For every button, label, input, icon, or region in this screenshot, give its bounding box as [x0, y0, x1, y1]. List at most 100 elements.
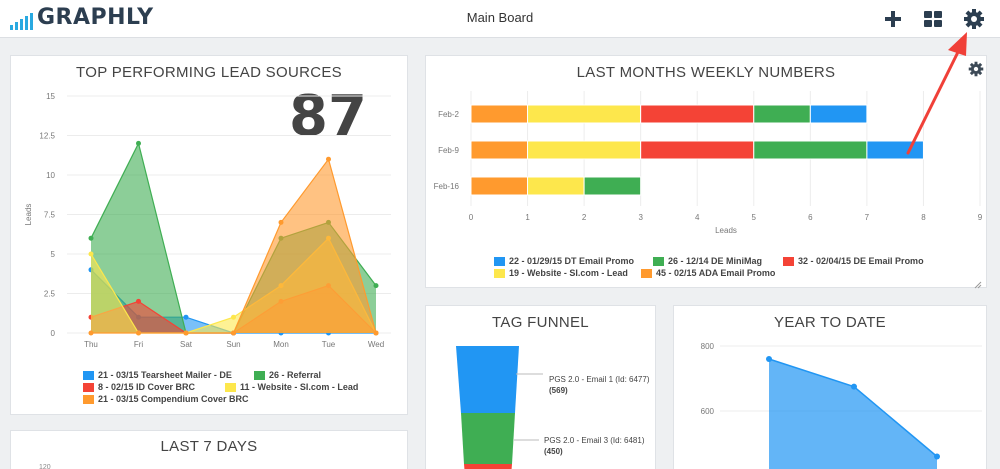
x-tick-label: Fri — [134, 340, 144, 349]
x-tick-label: Wed — [368, 340, 384, 349]
data-point — [183, 314, 189, 320]
bar-segment — [583, 176, 642, 196]
data-point — [136, 140, 141, 146]
panel-gear-icon[interactable] — [968, 61, 984, 77]
x-tick-label: Mon — [273, 340, 289, 349]
data-point — [88, 235, 94, 241]
y-tick-label: 10 — [46, 171, 55, 180]
y-tick-label: 600 — [701, 407, 715, 416]
top-bar: GRAPHLY Main Board — [0, 0, 1000, 38]
year-to-date-chart: 800 600 — [701, 342, 982, 469]
panel-title: YEAR TO DATE — [774, 314, 886, 331]
logo-text: GRAPHLY — [37, 5, 154, 30]
legend-swatch — [83, 382, 94, 392]
last-7-days-panel: LAST 7 DAYS 120 — [10, 430, 408, 469]
x-tick-label: 0 — [469, 213, 474, 222]
funnel-stage-label: PGS 2.0 - Email 1 (Id: 6477) — [549, 375, 650, 384]
legend-label: 8 - 02/15 ID Cover BRC — [98, 382, 196, 392]
y-tick-label: 12.5 — [39, 132, 55, 141]
grid-icon[interactable] — [922, 8, 944, 30]
legend-swatch — [783, 256, 794, 266]
weekly-numbers-chart: 0 1 2 3 4 5 6 7 8 9 Leads Feb-2 Feb-9 Feb-16 — [434, 91, 983, 235]
funnel-chart — [456, 346, 543, 469]
y-tick-label: Feb-2 — [438, 110, 459, 119]
panel-title: TAG FUNNEL — [492, 314, 589, 331]
legend-item[interactable]: 32 - 02/04/15 DE Email Promo — [783, 256, 924, 266]
x-tick-label: Thu — [84, 340, 98, 349]
data-point — [136, 330, 141, 336]
plus-icon[interactable] — [882, 8, 904, 30]
legend-label: 26 - 12/14 DE MiniMag — [668, 256, 763, 266]
logo[interactable]: GRAPHLY — [10, 6, 154, 30]
y-tick-label: 15 — [46, 92, 55, 101]
data-point — [326, 156, 331, 162]
legend-label: 26 - Referral — [269, 370, 322, 380]
lead-sources-legend: 21 - 03/15 Tearsheet Mailer - DE 26 - Ref… — [11, 56, 409, 416]
funnel-label-1: PGS 2.0 - Email 1 (Id: 6477) (569) — [549, 375, 650, 395]
resize-handle-icon[interactable] — [974, 276, 982, 289]
data-point — [88, 251, 94, 257]
ytd-area — [769, 359, 937, 469]
funnel-stage-label: PGS 2.0 - Email 3 (Id: 6481) — [544, 436, 645, 445]
legend-item[interactable]: 21 - 03/15 Tearsheet Mailer - DE — [83, 370, 232, 380]
board-title: Main Board — [466, 10, 534, 25]
panel-title: LAST 7 DAYS — [160, 438, 258, 455]
legend-swatch — [653, 256, 664, 266]
series-area-5 — [91, 159, 376, 333]
x-tick-label: 5 — [752, 213, 757, 222]
data-point — [136, 298, 141, 304]
x-tick-label: 3 — [638, 213, 643, 222]
funnel-stage-3[interactable] — [464, 464, 512, 469]
legend-item[interactable]: 45 - 02/15 ADA Email Promo — [641, 268, 775, 278]
data-point — [373, 283, 379, 289]
funnel-stage-2[interactable] — [461, 413, 515, 464]
data-point — [934, 453, 940, 460]
legend-item[interactable]: 21 - 03/15 Compendium Cover BRC — [83, 394, 249, 404]
lead-sources-panel: TOP PERFORMING LEAD SOURCES 87 0 2.5 5 7.5 1… — [10, 55, 408, 415]
gear-icon[interactable] — [963, 8, 985, 30]
panel-title: TOP PERFORMING LEAD SOURCES — [76, 64, 342, 81]
data-point — [851, 383, 857, 390]
funnel-label-2: PGS 2.0 - Email 3 (Id: 6481) (450) — [544, 436, 645, 456]
data-point — [231, 314, 236, 320]
legend-item[interactable]: 26 - Referral — [254, 370, 321, 380]
x-tick-label: 6 — [808, 213, 813, 222]
legend-item[interactable]: 19 - Website - SI.com - Lead — [494, 268, 628, 278]
legend-item[interactable]: 11 - Website - SI.com - Lead — [225, 382, 358, 392]
funnel-stage-1[interactable] — [456, 346, 519, 413]
x-tick-label: 7 — [865, 213, 870, 222]
data-point — [88, 330, 94, 336]
lead-sources-chart: 0 2.5 5 7.5 10 12.5 15 Thu Fri Sat Sun Mon Tue Wed Lea… — [24, 92, 391, 349]
legend-label: 32 - 02/04/15 DE Email Promo — [798, 256, 924, 266]
y-tick-label: 800 — [701, 342, 715, 351]
legend-swatch — [83, 394, 94, 404]
legend-label: 21 - 03/15 Compendium Cover BRC — [98, 394, 249, 404]
legend-label: 45 - 02/15 ADA Email Promo — [656, 268, 776, 278]
x-axis-label: Leads — [715, 226, 737, 235]
legend-item[interactable]: 22 - 01/29/15 DT Email Promo — [494, 256, 634, 266]
legend-item[interactable]: 8 - 02/15 ID Cover BRC — [83, 382, 195, 392]
legend-label: 22 - 01/29/15 DT Email Promo — [509, 256, 635, 266]
y-axis-label: Leads — [24, 204, 33, 226]
big-number: 87 — [289, 84, 367, 149]
legend-swatch — [494, 256, 505, 266]
legend-swatch — [494, 268, 505, 278]
data-point — [183, 330, 189, 336]
x-tick-label: Sat — [180, 340, 193, 349]
legend-label: 21 - 03/15 Tearsheet Mailer - DE — [98, 370, 232, 380]
x-tick-label: 1 — [525, 213, 530, 222]
x-tick-label: 8 — [921, 213, 926, 222]
year-to-date-panel: YEAR TO DATE 800 600 — [673, 305, 987, 469]
legend-label: 11 - Website - SI.com - Lead — [240, 382, 359, 392]
y-tick-label: 5 — [51, 250, 56, 259]
logo-bars-icon — [10, 12, 33, 30]
legend-item[interactable]: 26 - 12/14 DE MiniMag — [653, 256, 762, 266]
y-tick-label: 2.5 — [44, 290, 56, 299]
x-tick-label: 4 — [695, 213, 700, 222]
y-tick-label: 7.5 — [44, 211, 56, 220]
legend-label: 19 - Website - SI.com - Lead — [509, 268, 628, 278]
y-tick-label: 0 — [51, 329, 56, 338]
bar-segment — [809, 104, 868, 124]
x-tick-label: 2 — [582, 213, 587, 222]
legend-swatch — [254, 370, 265, 380]
